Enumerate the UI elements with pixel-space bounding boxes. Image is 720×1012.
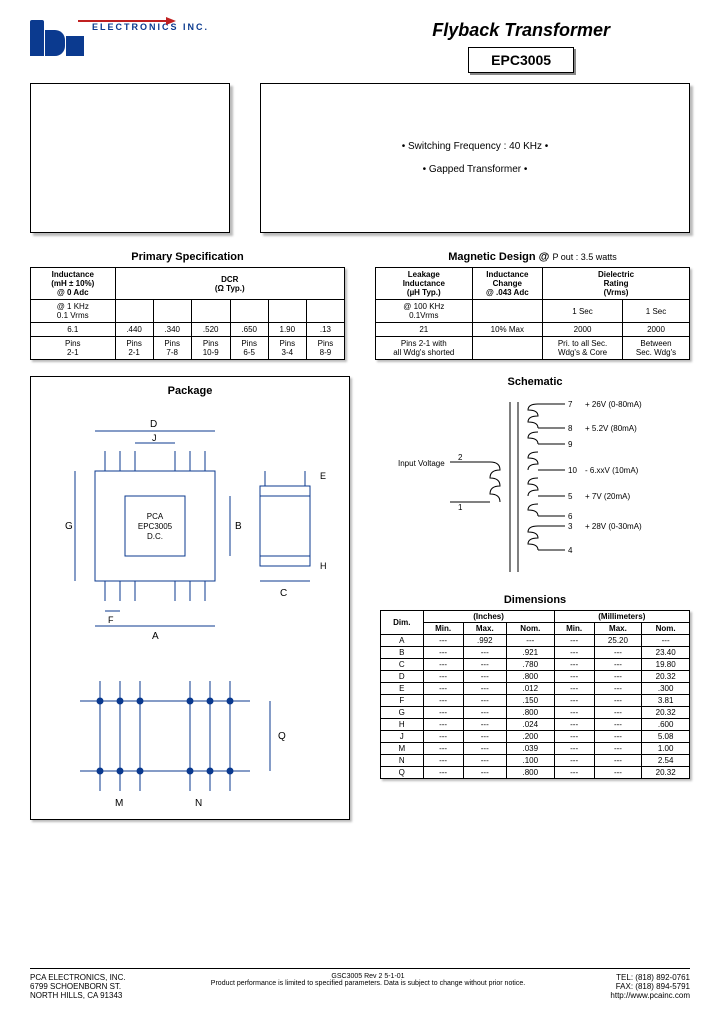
- svg-text:G: G: [65, 521, 73, 532]
- svg-text:Q: Q: [278, 731, 286, 742]
- svg-text:2: 2: [458, 453, 463, 462]
- intro-row: • Switching Frequency : 40 KHz • • Gappe…: [30, 83, 690, 233]
- table-row: B------.921------23.40: [381, 647, 690, 659]
- document-title: Flyback Transformer: [432, 20, 610, 41]
- svg-text:4: 4: [568, 546, 573, 555]
- svg-text:6: 6: [568, 512, 573, 521]
- logo-block: ELECTRONICS INC.: [30, 20, 209, 56]
- table-row: H------.024------.600: [381, 719, 690, 731]
- table-row: 6.1 .440 .340 .520 .650 1.90 .13: [31, 323, 345, 337]
- schematic-title: Schematic: [380, 376, 690, 388]
- svg-text:F: F: [108, 615, 114, 625]
- package-drawing: D J G B A F E C H: [40, 401, 340, 811]
- svg-text:3: 3: [568, 522, 573, 531]
- table-row: Min. Max. Nom. Min. Max. Nom.: [381, 623, 690, 635]
- svg-text:A: A: [152, 631, 159, 642]
- table-row: Leakage Inductance (µH Typ.) Inductance …: [376, 268, 690, 300]
- primary-spec-title: Primary Specification: [30, 251, 345, 263]
- svg-text:7: 7: [568, 400, 573, 409]
- svg-text:10: 10: [568, 466, 577, 475]
- logo-company-text: ELECTRONICS INC.: [92, 22, 209, 32]
- col-dcr: DCR (Ω Typ.): [115, 268, 344, 300]
- mid-row: Package D J G B A: [30, 376, 690, 820]
- table-row: 21 10% Max 2000 2000: [376, 323, 690, 337]
- magnetic-design-block: Magnetic Design @ P out : 3.5 watts Leak…: [375, 251, 690, 360]
- feature-line-2: • Gapped Transformer •: [423, 164, 528, 175]
- feature-line-1: • Switching Frequency : 40 KHz •: [402, 141, 549, 152]
- svg-text:+ 28V (0-30mA): + 28V (0-30mA): [585, 522, 642, 531]
- svg-text:1: 1: [458, 503, 463, 512]
- spec-row: Primary Specification Inductance (mH ± 1…: [30, 251, 690, 360]
- chip-label-1: PCA: [147, 512, 164, 521]
- part-number-box: EPC3005: [468, 47, 574, 73]
- magnetic-design-title: Magnetic Design @ P out : 3.5 watts: [375, 251, 690, 263]
- table-row: N------.100------2.54: [381, 755, 690, 767]
- svg-text:N: N: [195, 798, 202, 809]
- svg-text:9: 9: [568, 440, 573, 449]
- title-block: Flyback Transformer EPC3005: [432, 20, 610, 73]
- table-row: E------.012------.300: [381, 683, 690, 695]
- page-header: ELECTRONICS INC. Flyback Transformer EPC…: [30, 20, 690, 73]
- svg-text:5: 5: [568, 492, 573, 501]
- table-row: Inductance (mH ± 10%) @ 0 Adc DCR (Ω Typ…: [31, 268, 345, 300]
- dimensions-block: Dimensions Dim. (Inches) (Millimeters) M…: [380, 594, 690, 779]
- logo-mark: [30, 20, 84, 56]
- table-row: Pins 2-1 with all Wdg's shorted Pri. to …: [376, 337, 690, 360]
- table-row: @ 1 KHz 0.1 Vrms: [31, 300, 345, 323]
- svg-text:+ 26V (0-80mA): + 26V (0-80mA): [585, 400, 642, 409]
- table-row: F------.150------3.81: [381, 695, 690, 707]
- primary-spec-block: Primary Specification Inductance (mH ± 1…: [30, 251, 345, 360]
- table-row: M------.039------1.00: [381, 743, 690, 755]
- input-voltage-label: Input Voltage: [398, 459, 445, 468]
- table-row: Dim. (Inches) (Millimeters): [381, 611, 690, 623]
- logo-pointer-icon: [78, 20, 168, 22]
- table-row: @ 100 KHz 0.1Vrms 1 Sec 1 Sec: [376, 300, 690, 323]
- table-row: G------.800------20.32: [381, 707, 690, 719]
- col-dielectric: Dielectric Rating (Vrms): [543, 268, 690, 300]
- schematic-block: Schematic: [380, 376, 690, 582]
- svg-text:J: J: [152, 433, 157, 443]
- table-row: A---.992------25.20---: [381, 635, 690, 647]
- table-row: C------.780------19.80: [381, 659, 690, 671]
- svg-text:- 6.xxV (10mA): - 6.xxV (10mA): [585, 466, 639, 475]
- col-leakage: Leakage Inductance (µH Typ.): [376, 268, 473, 300]
- svg-text:M: M: [115, 798, 123, 809]
- chip-label-2: EPC3005: [138, 522, 173, 531]
- primary-spec-table: Inductance (mH ± 10%) @ 0 Adc DCR (Ω Typ…: [30, 267, 345, 360]
- col-inductance: Inductance (mH ± 10%) @ 0 Adc: [31, 268, 116, 300]
- svg-text:B: B: [235, 521, 242, 532]
- table-row: Pins 2-1 Pins 2-1 Pins 7-8 Pins 10-9 Pin…: [31, 337, 345, 360]
- table-row: D------.800------20.32: [381, 671, 690, 683]
- right-column: Schematic: [380, 376, 690, 820]
- svg-text:H: H: [320, 561, 327, 571]
- page-footer: PCA ELECTRONICS, INC. 6799 SCHOENBORN ST…: [30, 968, 690, 1000]
- footer-mid: GSC3005 Rev 2 5-1-01 Product performance…: [126, 973, 611, 1000]
- col-ind-change: Inductance Change @ .043 Adc: [472, 268, 542, 300]
- svg-text:D: D: [150, 419, 157, 430]
- image-placeholder: [30, 83, 230, 233]
- dimensions-title: Dimensions: [380, 594, 690, 606]
- svg-text:C: C: [280, 588, 287, 599]
- schematic-drawing: Input Voltage 2 1 7 + 26V (0-80mA) 8 + 5.2V…: [390, 392, 680, 582]
- features-box: • Switching Frequency : 40 KHz • • Gappe…: [260, 83, 690, 233]
- dimensions-table: Dim. (Inches) (Millimeters) Min. Max. No…: [380, 610, 690, 779]
- svg-text:E: E: [320, 471, 326, 481]
- svg-text:8: 8: [568, 424, 573, 433]
- package-title: Package: [37, 385, 343, 397]
- svg-text:+ 7V (20mA): + 7V (20mA): [585, 492, 630, 501]
- package-block: Package D J G B A: [30, 376, 350, 820]
- svg-text:+ 5.2V (80mA): + 5.2V (80mA): [585, 424, 637, 433]
- chip-label-3: D.C.: [147, 532, 163, 541]
- logo: ELECTRONICS INC.: [30, 20, 209, 56]
- table-row: J------.200------5.08: [381, 731, 690, 743]
- table-row: Q------.800------20.32: [381, 767, 690, 779]
- footer-right: TEL: (818) 892-0761 FAX: (818) 894-5791 …: [610, 973, 690, 1000]
- footer-left: PCA ELECTRONICS, INC. 6799 SCHOENBORN ST…: [30, 973, 126, 1000]
- magnetic-design-table: Leakage Inductance (µH Typ.) Inductance …: [375, 267, 690, 360]
